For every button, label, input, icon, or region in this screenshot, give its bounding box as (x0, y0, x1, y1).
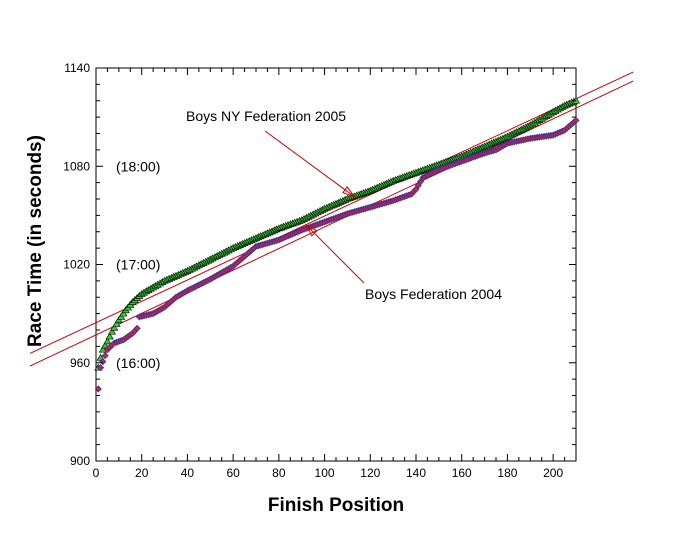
annotation-ny-2005: Boys NY Federation 2005 (186, 108, 346, 124)
y-time-label: (18:00) (116, 158, 160, 174)
diamond-point (133, 324, 141, 332)
y-axis-ticks: 900 960 1020 1080 1140 (63, 61, 576, 468)
series-federation-2004 (94, 116, 580, 393)
annotations: Boys NY Federation 2005 Boys Federation 2… (186, 108, 502, 302)
y-tick-label: 1020 (63, 258, 90, 272)
annotation-arrowhead (342, 186, 356, 198)
x-axis-ticks: 0 20 40 60 80 100 120 140 160 180 200 (93, 68, 577, 480)
y-time-label: (17:00) (116, 257, 160, 273)
x-tick-label: 60 (226, 466, 240, 480)
triangle-point (110, 323, 119, 331)
x-axis-title: Finish Position (268, 495, 404, 516)
y-tick-label: 900 (70, 454, 90, 468)
diamond-point (572, 116, 580, 124)
x-tick-label: 0 (93, 466, 100, 480)
series-ny-federation-2005 (94, 96, 581, 371)
x-tick-label: 40 (181, 466, 195, 480)
y-time-label: (16:00) (116, 355, 160, 371)
diamond-point (97, 364, 105, 372)
x-tick-label: 200 (543, 466, 563, 480)
triangle-point (107, 327, 117, 335)
annotation-federation-2004: Boys Federation 2004 (365, 286, 502, 302)
x-tick-label: 140 (406, 466, 426, 480)
y-axis-title: Race Time (in seconds) (25, 135, 46, 347)
triangle-point (101, 341, 110, 349)
x-tick-label: 180 (497, 466, 517, 480)
annotation-arrow (264, 130, 355, 197)
annotation-arrow (305, 224, 365, 284)
diamond-point (94, 385, 102, 393)
y-tick-label: 1140 (64, 61, 90, 75)
series-layer (94, 96, 581, 393)
triangle-point (112, 319, 121, 327)
y-tick-label: 960 (70, 356, 90, 370)
y-tick-label: 1080 (63, 159, 90, 173)
annotation-arrowhead (305, 224, 318, 237)
x-tick-label: 80 (272, 466, 286, 480)
x-tick-label: 160 (452, 466, 472, 480)
x-tick-label: 100 (315, 466, 335, 480)
y-time-labels: (18:00) (17:00) (16:00) (116, 158, 160, 371)
plot-frame (95, 67, 577, 462)
diamond-point (101, 352, 109, 360)
fit-line (29, 80, 634, 367)
triangle-point (105, 332, 114, 340)
triangle-point (103, 337, 112, 345)
x-tick-label: 20 (135, 466, 149, 480)
x-tick-label: 120 (360, 466, 380, 480)
